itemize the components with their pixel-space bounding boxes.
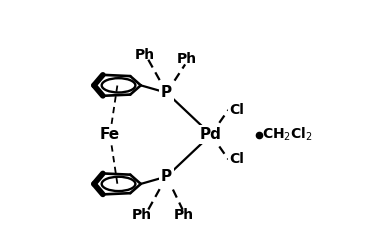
Text: Fe: Fe (100, 127, 120, 142)
Text: Ph: Ph (174, 208, 194, 222)
Text: Cl: Cl (229, 152, 245, 166)
Text: Cl: Cl (229, 103, 245, 117)
Text: Ph: Ph (132, 208, 152, 222)
Text: Ph: Ph (135, 48, 154, 61)
Text: CH$_2$Cl$_2$: CH$_2$Cl$_2$ (262, 126, 313, 143)
Text: Ph: Ph (176, 52, 197, 67)
Text: Pd: Pd (200, 127, 222, 142)
Text: P: P (161, 85, 172, 100)
Text: P: P (161, 169, 172, 184)
